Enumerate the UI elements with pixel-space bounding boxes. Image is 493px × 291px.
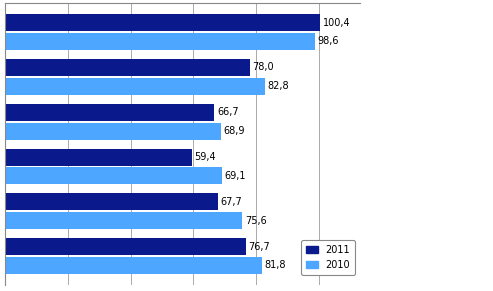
Bar bbox=[5, 14, 320, 31]
Text: 75,6: 75,6 bbox=[245, 216, 267, 226]
Bar bbox=[5, 212, 243, 229]
Text: 76,7: 76,7 bbox=[248, 242, 270, 252]
Text: 66,7: 66,7 bbox=[217, 107, 239, 117]
Legend: 2011, 2010: 2011, 2010 bbox=[301, 240, 355, 275]
Bar bbox=[5, 257, 262, 274]
Bar bbox=[5, 167, 222, 184]
Bar bbox=[5, 59, 250, 76]
Text: 67,7: 67,7 bbox=[220, 197, 242, 207]
Bar bbox=[5, 78, 265, 95]
Bar bbox=[5, 123, 221, 140]
Text: 82,8: 82,8 bbox=[268, 81, 289, 91]
Bar bbox=[5, 104, 214, 121]
Bar bbox=[5, 33, 315, 50]
Text: 59,4: 59,4 bbox=[194, 152, 215, 162]
Text: 69,1: 69,1 bbox=[224, 171, 246, 181]
Bar bbox=[5, 193, 217, 210]
Text: 78,0: 78,0 bbox=[252, 63, 274, 72]
Text: 98,6: 98,6 bbox=[317, 36, 339, 47]
Text: 68,9: 68,9 bbox=[224, 126, 246, 136]
Bar bbox=[5, 238, 246, 255]
Bar bbox=[5, 148, 191, 166]
Text: 81,8: 81,8 bbox=[264, 260, 286, 270]
Text: 100,4: 100,4 bbox=[323, 18, 351, 28]
